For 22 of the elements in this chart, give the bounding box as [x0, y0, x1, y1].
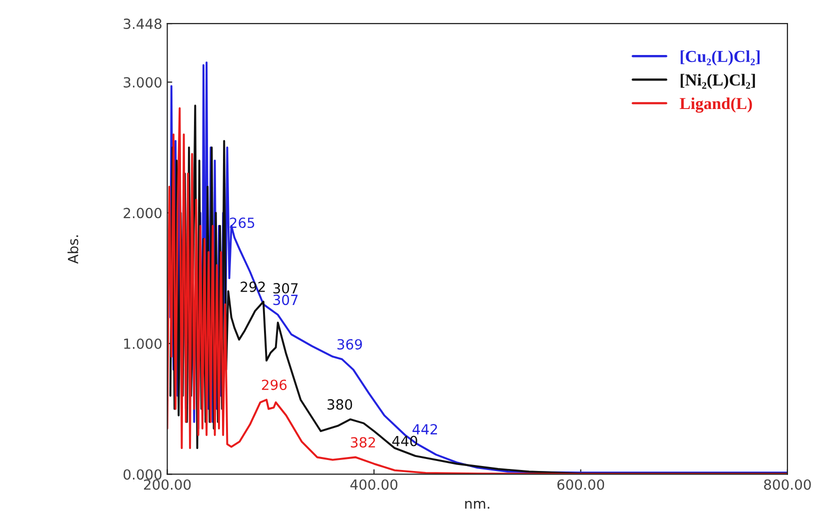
y-tick-label: 3.448 — [124, 18, 162, 30]
y-tick-label: 3.000 — [124, 77, 162, 88]
legend-label: [Ni₂(L)Cl₂] — [680, 74, 755, 90]
legend-label: [Cu₂(L)Cl₂] — [680, 50, 760, 66]
annotation: 380 — [328, 399, 352, 410]
x-axis-title: nm. — [465, 500, 490, 509]
x-tick-label: 400.00 — [350, 479, 398, 490]
annotation: 382 — [350, 437, 375, 448]
y-axis-title: Abs. — [68, 235, 78, 264]
y-tick-label: 1.000 — [124, 338, 162, 349]
annotation: 307 — [273, 294, 298, 306]
annotation: 442 — [412, 424, 437, 434]
annotation: 369 — [337, 339, 362, 350]
x-tick-label: 600.00 — [557, 479, 604, 490]
annotation: 307 — [273, 283, 298, 294]
x-tick-label: 800.00 — [764, 479, 811, 490]
legend-label: Ligand(L) — [680, 97, 752, 113]
x-tick-label: 200.00 — [144, 479, 191, 490]
annotation: 296 — [262, 380, 287, 390]
y-tick-label: 2.000 — [124, 208, 162, 218]
annotation: 265 — [230, 218, 254, 228]
y-tick-label: 0.000 — [124, 469, 162, 480]
